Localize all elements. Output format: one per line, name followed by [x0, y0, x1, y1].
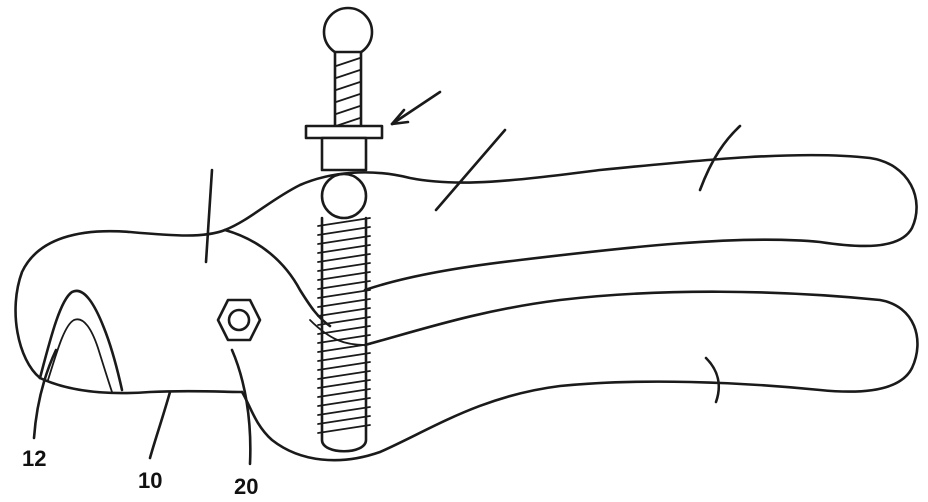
- spring-seat-ball: [322, 174, 366, 218]
- spring-coil: [318, 245, 370, 253]
- adjust-screw-knob: [324, 8, 372, 56]
- spring-coil: [318, 308, 370, 316]
- spring-coil: [318, 299, 370, 307]
- leader-line-upper-jaw: [206, 170, 212, 262]
- leader-line-upper-handle: [436, 130, 505, 210]
- lower-jaw-mid-line: [310, 320, 365, 345]
- leader-line-20: [232, 350, 250, 464]
- spring-coil: [318, 425, 370, 433]
- leader-line-lower-handle: [706, 358, 719, 402]
- spring-coil: [318, 326, 370, 334]
- spring-coil: [318, 407, 370, 415]
- nut-block: [322, 138, 366, 170]
- spring-coil: [318, 398, 370, 406]
- spring-coil: [318, 416, 370, 424]
- spring-coil: [318, 371, 370, 379]
- coil-spring: [318, 218, 370, 451]
- reference-label-12: 12: [22, 446, 46, 471]
- spring-coil: [318, 281, 370, 289]
- spring-coil: [318, 380, 370, 388]
- reference-label-10: 10: [138, 468, 162, 493]
- blade-hook-inner: [48, 319, 112, 392]
- spring-coil: [318, 236, 370, 244]
- spring-coil: [318, 254, 370, 262]
- arrow-to-lock-nut-head: [392, 110, 408, 124]
- pivot-hex-nut: [218, 300, 260, 340]
- spring-coil: [318, 227, 370, 235]
- upper-handle-outline: [16, 155, 917, 378]
- spring-coil: [318, 290, 370, 298]
- spring-coil: [318, 362, 370, 370]
- spring-coil: [318, 272, 370, 280]
- spring-coil: [318, 353, 370, 361]
- blade-hook-outer: [40, 291, 122, 390]
- adjust-screw-shank: [335, 52, 361, 128]
- spring-coil: [318, 389, 370, 397]
- spring-coil: [318, 317, 370, 325]
- leader-line-10: [150, 392, 170, 458]
- reference-label-20: 20: [234, 474, 258, 499]
- lower-jaw-outline: [40, 378, 242, 393]
- spring-coil: [318, 263, 370, 271]
- arrow-to-lock-nut: [392, 92, 440, 124]
- lock-nut-plate: [306, 126, 382, 138]
- spring-coil: [318, 344, 370, 352]
